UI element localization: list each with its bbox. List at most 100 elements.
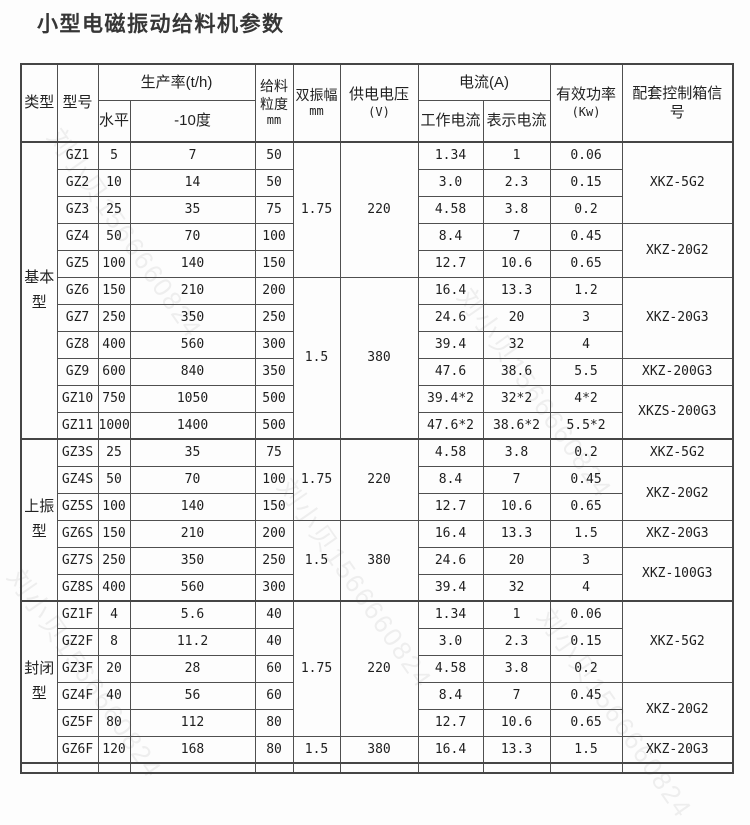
cell-rate-incline: 11.2 bbox=[129, 627, 256, 656]
cell-amplitude: 1.5 bbox=[292, 519, 341, 602]
cell-rate-horizontal: 250 bbox=[97, 546, 131, 575]
cell-rate-incline: 140 bbox=[129, 249, 256, 278]
cell-rate-horizontal: 400 bbox=[97, 330, 131, 359]
cell-working-current: 4.58 bbox=[417, 438, 484, 467]
cell-indicated-current: 10.6 bbox=[482, 708, 551, 737]
cell-empty bbox=[417, 762, 484, 773]
cell-rate-incline: 112 bbox=[129, 708, 256, 737]
cell-power: 0.65 bbox=[549, 492, 623, 521]
cell-amplitude: 1.75 bbox=[292, 438, 341, 521]
cell-model: GZ6S bbox=[56, 519, 99, 548]
cell-indicated-current: 3.8 bbox=[482, 438, 551, 467]
table-row: 上振型 GZ3S 25 35 75 1.75 220 4.58 3.8 0.2 XKZ-5G2 bbox=[20, 438, 734, 602]
cell-empty bbox=[20, 762, 58, 773]
cell-indicated-current: 20 bbox=[482, 303, 551, 332]
cell-feed-size: 250 bbox=[254, 303, 294, 332]
cell-working-current: 39.4 bbox=[417, 573, 484, 602]
cell-working-current: 12.7 bbox=[417, 492, 484, 521]
table-row: GZ8 400 560 300 39.4 32 4 bbox=[21, 330, 733, 359]
cell-working-current: 16.4 bbox=[417, 735, 484, 764]
cell-feed-size: 40 bbox=[254, 627, 294, 656]
cell-working-current: 24.6 bbox=[417, 546, 484, 575]
cell-feed-size: 40 bbox=[254, 600, 294, 629]
cell-feed-size: 60 bbox=[254, 681, 294, 710]
cell-power: 3 bbox=[549, 546, 623, 575]
cell-type: 封闭型 bbox=[20, 600, 58, 764]
cell-type: 基本型 bbox=[20, 141, 58, 440]
cell-control-box: XKZ-5G2 bbox=[621, 141, 734, 224]
table-row: GZ2F 8 11.2 40 3.0 2.3 0.15 bbox=[21, 627, 733, 656]
table-row: GZ10 750 1050 500 39.4*2 32*2 4*2 XKZS-200G3 bbox=[21, 384, 734, 440]
cell-rate-horizontal: 20 bbox=[97, 654, 131, 683]
cell-model: GZ10 bbox=[56, 384, 99, 413]
cell-model: GZ1F bbox=[56, 600, 99, 629]
cell-working-current: 47.6 bbox=[417, 357, 484, 386]
cell-rate-horizontal: 600 bbox=[97, 357, 131, 386]
table-row: GZ3 25 35 75 4.58 3.8 0.2 bbox=[21, 195, 733, 224]
cell-working-current: 1.34 bbox=[417, 600, 484, 629]
cell-power: 4*2 bbox=[549, 384, 623, 413]
header-incline: -10度 bbox=[129, 99, 256, 143]
cell-empty bbox=[56, 762, 99, 773]
cell-model: GZ11 bbox=[56, 411, 99, 440]
header-control-box-text: 配套控制箱信号 bbox=[632, 84, 723, 122]
header-power-unit: (Kw) bbox=[571, 104, 601, 119]
cell-model: GZ5 bbox=[56, 249, 99, 278]
page: { "page": { "title": "小型电磁振动给料机参数" }, "w… bbox=[1, 13, 735, 824]
cell-voltage: 220 bbox=[339, 438, 419, 521]
cell-feed-size: 75 bbox=[254, 195, 294, 224]
cell-type: 上振型 bbox=[20, 438, 58, 602]
cell-power: 0.06 bbox=[549, 600, 623, 629]
cell-indicated-current: 7 bbox=[482, 222, 551, 251]
cell-rate-horizontal: 40 bbox=[97, 681, 131, 710]
table-row: GZ3F 20 28 60 4.58 3.8 0.2 bbox=[21, 654, 733, 683]
cell-empty bbox=[339, 762, 419, 773]
cell-model: GZ3 bbox=[56, 195, 99, 224]
page-title: 小型电磁振动给料机参数 bbox=[37, 13, 285, 36]
cell-indicated-current: 13.3 bbox=[482, 519, 551, 548]
cell-model: GZ3F bbox=[56, 654, 99, 683]
cell-control-box: XKZ-20G3 bbox=[621, 519, 734, 548]
cell-empty bbox=[254, 762, 294, 773]
header-feed-size-line2: 粒度 bbox=[260, 96, 289, 113]
cell-working-current: 39.4*2 bbox=[417, 384, 484, 413]
cell-working-current: 39.4 bbox=[417, 330, 484, 359]
header-horizontal: 水平 bbox=[97, 99, 131, 143]
cell-rate-horizontal: 25 bbox=[97, 195, 131, 224]
cell-model: GZ6F bbox=[56, 735, 99, 764]
cell-rate-horizontal: 50 bbox=[97, 222, 131, 251]
cell-model: GZ1 bbox=[56, 141, 99, 170]
cell-model: GZ2 bbox=[56, 168, 99, 197]
cell-control-box: XKZ-20G3 bbox=[621, 735, 734, 764]
cell-voltage: 220 bbox=[339, 141, 419, 278]
table-row: GZ2 10 14 50 3.0 2.3 0.15 bbox=[21, 168, 733, 197]
cell-rate-horizontal: 100 bbox=[97, 492, 131, 521]
header-power: 有效功率 (Kw) bbox=[549, 63, 623, 143]
cell-power: 1.2 bbox=[549, 276, 623, 305]
table-row: GZ4F 40 56 60 8.4 7 0.45 XKZ-20G2 bbox=[21, 681, 734, 737]
cell-power: 0.45 bbox=[549, 222, 623, 251]
cell-rate-incline: 168 bbox=[129, 735, 256, 764]
cell-rate-incline: 70 bbox=[129, 222, 256, 251]
cell-indicated-current: 3.8 bbox=[482, 195, 551, 224]
table-row: GZ6 150 210 200 1.5 380 16.4 13.3 1.2 XKZ-20G3 bbox=[21, 276, 734, 440]
cell-control-box: XKZ-100G3 bbox=[621, 546, 734, 602]
cell-feed-size: 350 bbox=[254, 357, 294, 386]
cell-working-current: 12.7 bbox=[417, 249, 484, 278]
cell-rate-horizontal: 8 bbox=[97, 627, 131, 656]
cell-rate-incline: 35 bbox=[129, 438, 256, 467]
cell-control-box: XKZ-200G3 bbox=[621, 357, 734, 386]
header-feed-size: 给料 粒度 mm bbox=[254, 63, 294, 143]
cell-rate-incline: 210 bbox=[129, 519, 256, 548]
cell-model: GZ8 bbox=[56, 330, 99, 359]
cell-feed-size: 50 bbox=[254, 168, 294, 197]
header-indicated-current: 表示电流 bbox=[482, 99, 551, 143]
cell-working-current: 8.4 bbox=[417, 222, 484, 251]
cell-rate-horizontal: 5 bbox=[97, 141, 131, 170]
cell-feed-size: 500 bbox=[254, 384, 294, 413]
cell-indicated-current: 32 bbox=[482, 573, 551, 602]
cell-empty bbox=[621, 762, 734, 773]
cell-feed-size: 300 bbox=[254, 573, 294, 602]
header-amplitude-unit: mm bbox=[309, 104, 324, 119]
cell-working-current: 12.7 bbox=[417, 708, 484, 737]
